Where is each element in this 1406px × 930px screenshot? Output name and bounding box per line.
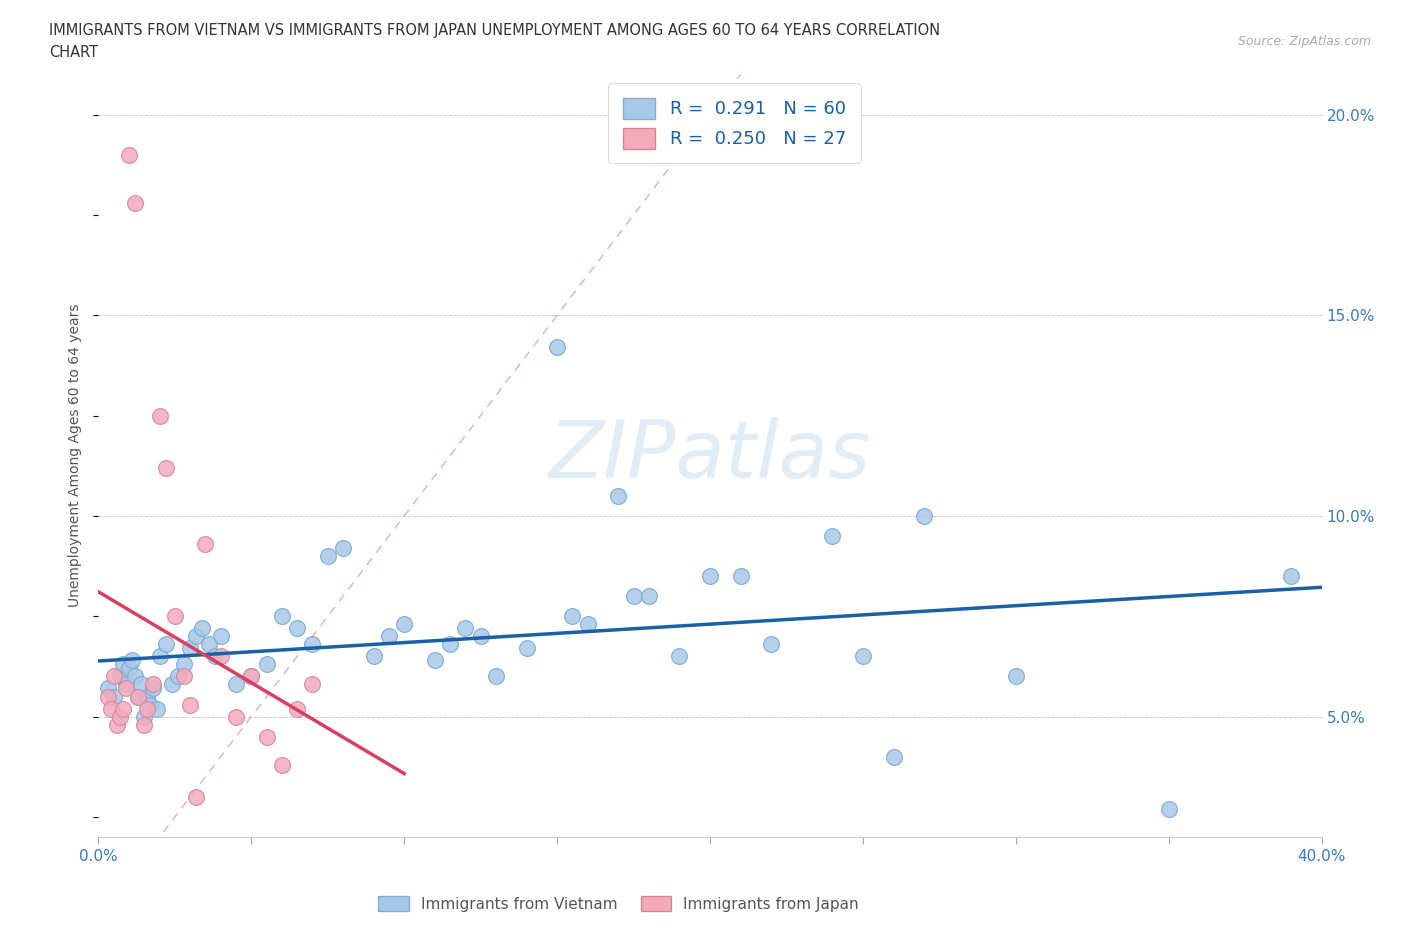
Point (124, 669, 146, 684)
Point (852, 649, 875, 664)
Point (115, 677, 138, 692)
Point (285, 701, 308, 716)
Point (103, 669, 125, 684)
Point (149, 408, 172, 423)
Point (108, 710, 131, 724)
Point (105, 717, 128, 732)
Point (191, 621, 214, 636)
Point (332, 540, 354, 555)
Point (139, 698, 162, 712)
Point (256, 729, 278, 744)
Point (118, 147, 141, 162)
Point (240, 669, 263, 684)
Point (118, 661, 141, 676)
Point (204, 649, 226, 664)
Point (186, 790, 208, 804)
Point (194, 537, 217, 551)
Point (160, 677, 183, 692)
Point (111, 701, 134, 716)
Legend: Immigrants from Vietnam, Immigrants from Japan: Immigrants from Vietnam, Immigrants from… (373, 889, 865, 918)
Point (209, 629, 232, 644)
Point (225, 677, 247, 692)
Point (454, 621, 477, 636)
Point (197, 637, 219, 652)
Point (637, 589, 661, 604)
Text: CHART: CHART (49, 45, 98, 60)
Point (155, 460, 177, 475)
Point (576, 617, 599, 631)
Point (607, 488, 630, 503)
Point (186, 629, 208, 644)
Point (136, 701, 159, 716)
Point (167, 669, 190, 684)
Text: IMMIGRANTS FROM VIETNAM VS IMMIGRANTS FROM JAPAN UNEMPLOYMENT AMONG AGES 60 TO 6: IMMIGRANTS FROM VIETNAM VS IMMIGRANTS FR… (49, 23, 941, 38)
Point (145, 701, 167, 716)
Text: Source: ZipAtlas.com: Source: ZipAtlas.com (1237, 35, 1371, 48)
Point (127, 689, 149, 704)
Point (124, 195, 146, 210)
Point (378, 629, 401, 644)
Point (623, 589, 645, 604)
Point (423, 653, 446, 668)
Point (270, 757, 292, 772)
Point (392, 617, 416, 631)
Point (108, 669, 131, 684)
Point (127, 689, 149, 704)
Point (301, 637, 323, 652)
Point (1157, 802, 1180, 817)
Point (759, 637, 782, 652)
Point (142, 681, 165, 696)
Point (912, 509, 935, 524)
Point (97, 681, 120, 696)
Point (136, 689, 159, 704)
Point (301, 677, 323, 692)
Point (134, 710, 156, 724)
Point (561, 609, 583, 624)
Point (1279, 568, 1302, 583)
Point (363, 649, 385, 664)
Point (699, 568, 721, 583)
Point (546, 339, 568, 354)
Point (285, 621, 308, 636)
Point (149, 649, 172, 664)
Point (485, 669, 508, 684)
Point (179, 698, 201, 712)
Point (439, 637, 461, 652)
Y-axis label: Unemployment Among Ages 60 to 64 years: Unemployment Among Ages 60 to 64 years (69, 304, 83, 607)
Point (163, 609, 186, 624)
Point (129, 677, 152, 692)
Point (100, 701, 122, 716)
Point (179, 641, 201, 656)
Point (97, 689, 120, 704)
Legend: R =  0.291   N = 60, R =  0.250   N = 27: R = 0.291 N = 60, R = 0.250 N = 27 (609, 84, 860, 163)
Point (668, 649, 690, 664)
Point (256, 657, 278, 671)
Point (115, 681, 138, 696)
Point (883, 750, 905, 764)
Point (209, 649, 232, 664)
Point (730, 568, 752, 583)
Point (103, 689, 125, 704)
Point (155, 637, 177, 652)
Point (316, 549, 339, 564)
Point (470, 629, 492, 644)
Point (111, 657, 134, 671)
Point (270, 609, 292, 624)
Point (134, 717, 156, 732)
Point (121, 653, 143, 668)
Point (173, 657, 195, 671)
Point (142, 677, 165, 692)
Point (1004, 669, 1026, 684)
Point (821, 528, 844, 543)
Point (240, 669, 263, 684)
Point (225, 710, 247, 724)
Text: ZIPatlas: ZIPatlas (548, 417, 872, 495)
Point (516, 641, 538, 656)
Point (173, 669, 195, 684)
